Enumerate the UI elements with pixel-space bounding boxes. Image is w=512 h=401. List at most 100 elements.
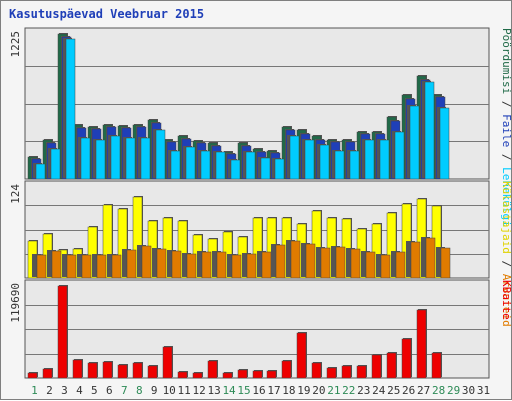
bar-shadow <box>242 253 251 277</box>
bar-shadow <box>271 244 280 277</box>
bar-shadow <box>286 240 295 277</box>
bar-Arvuteid-day-16 <box>261 251 272 279</box>
series-Lehekülgi <box>33 38 450 180</box>
bar-Lehekülgi-day-8 <box>140 137 151 180</box>
series-KBaite <box>27 285 442 379</box>
x-tick-day-1: 1 <box>31 384 38 397</box>
legend-entry: Lehekülgi <box>500 167 512 227</box>
bar-shadow <box>361 251 370 277</box>
bar-Arvuteid-day-22 <box>350 248 361 279</box>
bar-Külastajaid-day-10 <box>162 217 173 279</box>
legend-entry: / <box>500 254 512 274</box>
bar-KBaite-day-19 <box>296 332 307 379</box>
bar-Külastajaid-day-24 <box>371 223 382 279</box>
bar-Lehekülgi-day-25 <box>394 131 405 180</box>
bar-shadow <box>406 241 415 277</box>
bar-shadow <box>182 253 191 277</box>
bar-Külastajaid-day-11 <box>177 220 188 279</box>
x-tick-day-15: 15 <box>237 384 250 397</box>
legend-entry: Pöördumisi <box>500 28 512 94</box>
bar-Külastajaid-day-5 <box>87 226 98 279</box>
x-tick-day-8: 8 <box>136 384 143 397</box>
bar-KBaite-day-12 <box>192 372 203 379</box>
bar-Lehekülgi-day-24 <box>379 139 390 180</box>
x-tick-day-24: 24 <box>372 384 386 397</box>
bar-shadow <box>301 243 310 277</box>
x-tick-day-5: 5 <box>91 384 98 397</box>
bar-Arvuteid-day-25 <box>395 251 406 279</box>
bar-shadow <box>47 250 56 277</box>
x-tick-day-22: 22 <box>342 384 355 397</box>
bar-Arvuteid-day-3 <box>66 254 77 279</box>
x-tick-day-20: 20 <box>312 384 325 397</box>
bar-KBaite-day-24 <box>371 354 382 379</box>
bar-Lehekülgi-day-20 <box>319 144 330 180</box>
x-tick-day-21: 21 <box>327 384 340 397</box>
bar-KBaite-day-21 <box>326 367 337 379</box>
bar-Lehekülgi-day-1 <box>35 163 46 180</box>
bar-shadow <box>137 245 146 277</box>
bar-Arvuteid-day-14 <box>231 254 242 279</box>
x-tick-day-12: 12 <box>193 384 206 397</box>
x-tick-day-6: 6 <box>106 384 113 397</box>
bar-Lehekülgi-day-2 <box>50 148 61 180</box>
x-tick-day-29: 29 <box>447 384 460 397</box>
x-tick-day-19: 19 <box>297 384 310 397</box>
bar-Külastajaid-day-7 <box>117 208 128 279</box>
x-tick-day-26: 26 <box>402 384 415 397</box>
legend-entry: / <box>500 147 512 167</box>
bar-Lehekülgi-day-13 <box>215 151 226 180</box>
bar-shadow <box>316 247 325 277</box>
x-tick-day-27: 27 <box>417 384 430 397</box>
bar-Arvuteid-day-19 <box>305 243 316 279</box>
bar-Arvuteid-day-28 <box>440 247 451 279</box>
bar-Külastajaid-day-25 <box>386 212 397 279</box>
legend-bottom: KBaite <box>500 280 512 320</box>
bar-Arvuteid-day-6 <box>111 254 122 279</box>
bar-KBaite-day-4 <box>72 359 83 379</box>
bar-Lehekülgi-day-11 <box>185 146 196 180</box>
bar-shadow <box>376 254 385 277</box>
bar-Lehekülgi-day-23 <box>364 139 375 180</box>
bar-KBaite-day-3 <box>57 285 68 379</box>
x-tick-day-7: 7 <box>121 384 128 397</box>
bar-Lehekülgi-day-26 <box>409 105 420 180</box>
x-tick-day-9: 9 <box>151 384 158 397</box>
bar-shadow <box>107 254 116 277</box>
bar-KBaite-day-16 <box>252 370 263 379</box>
x-tick-day-16: 16 <box>252 384 265 397</box>
bar-Lehekülgi-day-21 <box>334 150 345 180</box>
bar-Lehekülgi-day-19 <box>304 139 315 180</box>
bar-Arvuteid-day-2 <box>51 250 62 279</box>
bar-Lehekülgi-day-6 <box>110 135 121 180</box>
legend-entry: Külastajaid <box>500 181 512 254</box>
bar-Lehekülgi-day-15 <box>245 151 256 180</box>
x-tick-day-28: 28 <box>432 384 445 397</box>
bar-shadow <box>32 254 41 277</box>
x-tick-day-13: 13 <box>207 384 220 397</box>
bar-KBaite-day-26 <box>401 338 412 379</box>
bar-KBaite-day-8 <box>132 362 143 379</box>
x-tick-day-14: 14 <box>222 384 236 397</box>
legend-middle: Külastajaid / Arvuteid <box>500 181 512 327</box>
bar-Arvuteid-day-4 <box>81 254 92 279</box>
bar-Arvuteid-day-10 <box>171 250 182 279</box>
bar-shadow <box>257 251 266 277</box>
bar-KBaite-day-23 <box>356 365 367 379</box>
bar-Arvuteid-day-9 <box>156 248 167 279</box>
x-tick-day-23: 23 <box>357 384 370 397</box>
legend-top: Pöördumisi / Faile / Lehekülgi <box>500 28 512 227</box>
x-tick-day-31: 31 <box>477 384 490 397</box>
bar-shadow <box>331 246 340 277</box>
chart-panels: 1225 Pöördumisi / Faile / Lehekülgi 124 Kül… <box>9 27 512 379</box>
bar-KBaite-day-18 <box>281 360 292 379</box>
bar-KBaite-day-28 <box>431 352 442 379</box>
x-tick-day-18: 18 <box>282 384 295 397</box>
bar-KBaite-day-13 <box>207 360 218 379</box>
bar-KBaite-day-27 <box>416 309 427 379</box>
legend-entry: Arvuteid <box>500 274 512 327</box>
bar-Lehekülgi-day-9 <box>155 129 166 180</box>
bar-Arvuteid-day-5 <box>96 254 107 279</box>
legend-entry: Faile <box>500 114 512 147</box>
